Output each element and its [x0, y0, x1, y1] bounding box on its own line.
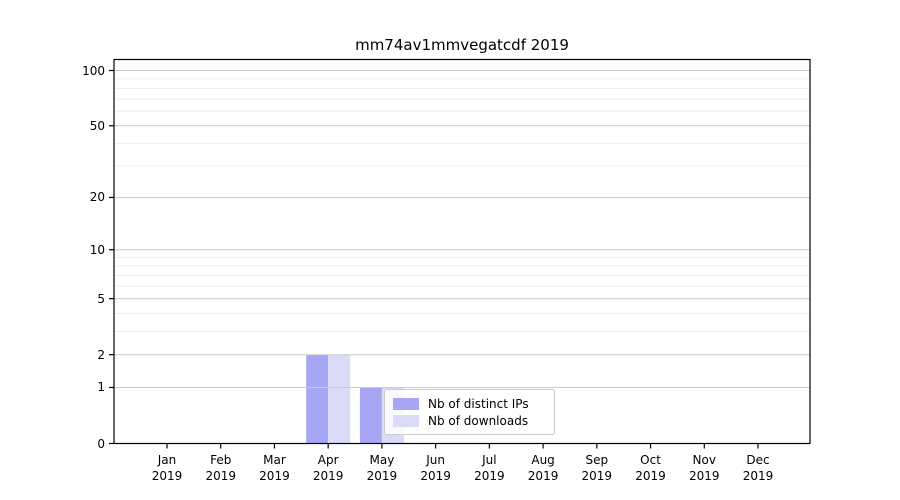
y-tick-label: 50 — [89, 118, 105, 133]
bar-apr-distinct-ips — [306, 354, 329, 444]
y-tick-label: 0 — [97, 436, 105, 451]
legend-entry-distinct-ips: Nb of distinct IPs — [393, 395, 546, 412]
bar-may-distinct-ips — [359, 387, 382, 444]
x-tick-label-apr: Apr 2019 — [312, 452, 344, 483]
chart-title: mm74av1mmvegatcdf 2019 — [355, 36, 569, 54]
y-tick-label: 100 — [82, 63, 105, 78]
axes-spines — [113, 58, 811, 445]
x-tick-label-aug: Aug 2019 — [527, 452, 559, 483]
legend-swatch-distinct-ips — [393, 397, 419, 410]
x-tick-label-mar: Mar 2019 — [259, 452, 290, 483]
x-tick-label-dec: Dec 2019 — [742, 452, 774, 483]
bar-apr-downloads — [328, 354, 351, 444]
x-tick-label-may: May 2019 — [366, 452, 398, 483]
legend-swatch-downloads — [393, 414, 419, 427]
x-tick-label-sep: Sep 2019 — [581, 452, 613, 483]
x-tick-label-jun: Jun 2019 — [420, 452, 451, 483]
x-tick-label-jul: Jul 2019 — [474, 452, 505, 483]
x-tick-label-jan: Jan 2019 — [151, 452, 183, 483]
y-tick-label: 2 — [97, 347, 105, 362]
y-tick-label: 10 — [89, 242, 105, 257]
legend-label-distinct-ips: Nb of distinct IPs — [428, 396, 529, 411]
legend: Nb of distinct IPs Nb of downloads — [384, 389, 555, 435]
legend-entry-downloads: Nb of downloads — [393, 412, 546, 429]
legend-label-downloads: Nb of downloads — [428, 413, 529, 428]
y-tick-label: 5 — [97, 291, 105, 306]
y-tick-label: 20 — [89, 190, 105, 205]
y-tick-label: 1 — [97, 380, 105, 395]
x-tick-label-nov: Nov 2019 — [688, 452, 720, 483]
x-tick-label-oct: Oct 2019 — [635, 452, 666, 483]
x-tick-label-feb: Feb 2019 — [205, 452, 236, 483]
